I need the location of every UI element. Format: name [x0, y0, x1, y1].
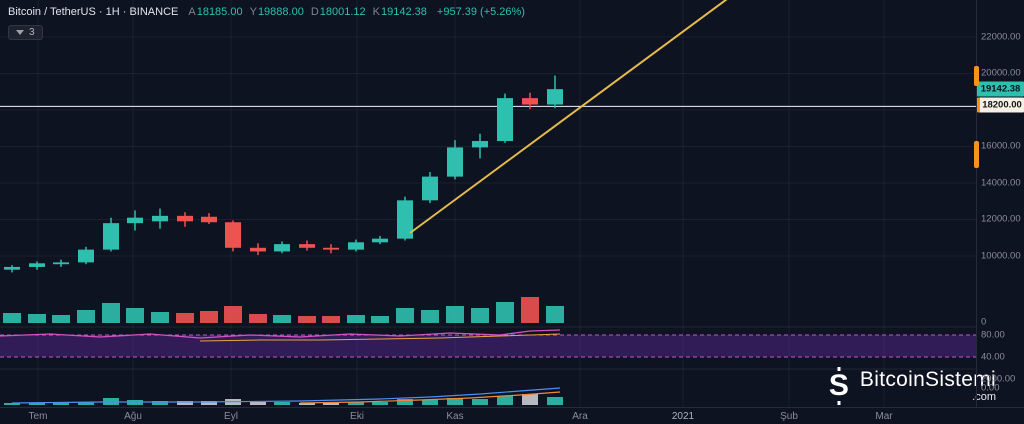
price-change: +957.39 (+5.26%)	[436, 6, 525, 18]
ohlc-pair: Y19888.00	[250, 6, 304, 18]
ohlc-value: 18185.00	[196, 6, 243, 18]
ohlc-value: 18001.12	[319, 6, 366, 18]
candles-layer	[4, 75, 563, 273]
order-marker[interactable]	[974, 141, 979, 168]
time-axis-label: Eyl	[224, 411, 238, 422]
price-scale-separator	[976, 0, 977, 424]
alert-price-badge[interactable]: 18200.00	[977, 97, 1024, 113]
trendline	[409, 0, 728, 234]
price-scale-label: 40.00	[981, 351, 1005, 363]
time-axis-label: 2021	[671, 411, 695, 422]
time-axis-label: Kas	[446, 411, 464, 422]
indicators-collapse-toggle[interactable]: 3	[8, 25, 43, 40]
volume-layer	[3, 297, 564, 323]
ohlc-pair: D18001.12	[311, 6, 366, 18]
price-scale-label: 12000.00	[981, 213, 1021, 225]
ohlc-label: A	[188, 6, 196, 18]
price-scale-label: 10000.00	[981, 250, 1021, 262]
time-axis-label: Tem	[28, 411, 48, 422]
time-axis-label: Mar	[875, 411, 893, 422]
ohlc-pair: A18185.00	[188, 6, 242, 18]
watermark-tld: .com	[972, 391, 996, 403]
ohlc-value: 19888.00	[257, 6, 304, 18]
time-axis-label: Eki	[350, 411, 364, 422]
price-scale-label: 0	[981, 316, 987, 328]
ohlc-pair: K19142.38	[373, 6, 427, 18]
price-scale[interactable]: 19142.38 18200.00 22000.00 20000.00 16000.…	[974, 0, 1024, 407]
chevron-down-icon	[16, 30, 24, 35]
ohlc-values: A18185.00 Y19888.00 D18001.12 K19142.38	[188, 6, 427, 18]
oscillator-band-layer	[0, 334, 976, 358]
watermark: S BitcoinSistemi .com	[827, 368, 996, 404]
price-scale-label: 80.00	[981, 329, 1005, 341]
bitcoinsistemi-logo-icon: S	[828, 369, 849, 402]
order-marker[interactable]	[974, 66, 979, 86]
watermark-brand: BitcoinSistemi	[859, 368, 996, 391]
price-scale-label: 16000.00	[981, 140, 1021, 152]
time-axis-label: Ara	[572, 411, 588, 422]
time-axis-label: Ağu	[124, 411, 142, 422]
ohlc-label: K	[372, 6, 381, 18]
price-scale-label: 14000.00	[981, 177, 1021, 189]
price-scale-label: 0.00	[981, 382, 1000, 394]
time-axis-label: Şub	[780, 411, 798, 422]
price-scale-label: 22000.00	[981, 31, 1021, 43]
symbol-legend: Bitcoin / TetherUS · 1H · BINANCE A18185…	[8, 6, 525, 18]
ohlc-label: Y	[249, 6, 257, 18]
ohlc-label: D	[310, 6, 319, 18]
last-price-badge[interactable]: 19142.38	[977, 81, 1024, 97]
time-axis[interactable]: Tem Ağu Eyl Eki Kas Ara 2021 Şub Mar	[0, 407, 1024, 424]
price-scale-label: 20000.00	[981, 67, 1021, 79]
ohlc-value: 19142.38	[381, 6, 427, 18]
oscillator-lines-layer	[0, 329, 561, 342]
price-scale-label: 2000.00	[981, 373, 1016, 385]
bottom-pane-layer	[4, 387, 563, 405]
indicators-count: 3	[29, 27, 35, 38]
symbol-title[interactable]: Bitcoin / TetherUS · 1H · BINANCE	[8, 6, 179, 18]
